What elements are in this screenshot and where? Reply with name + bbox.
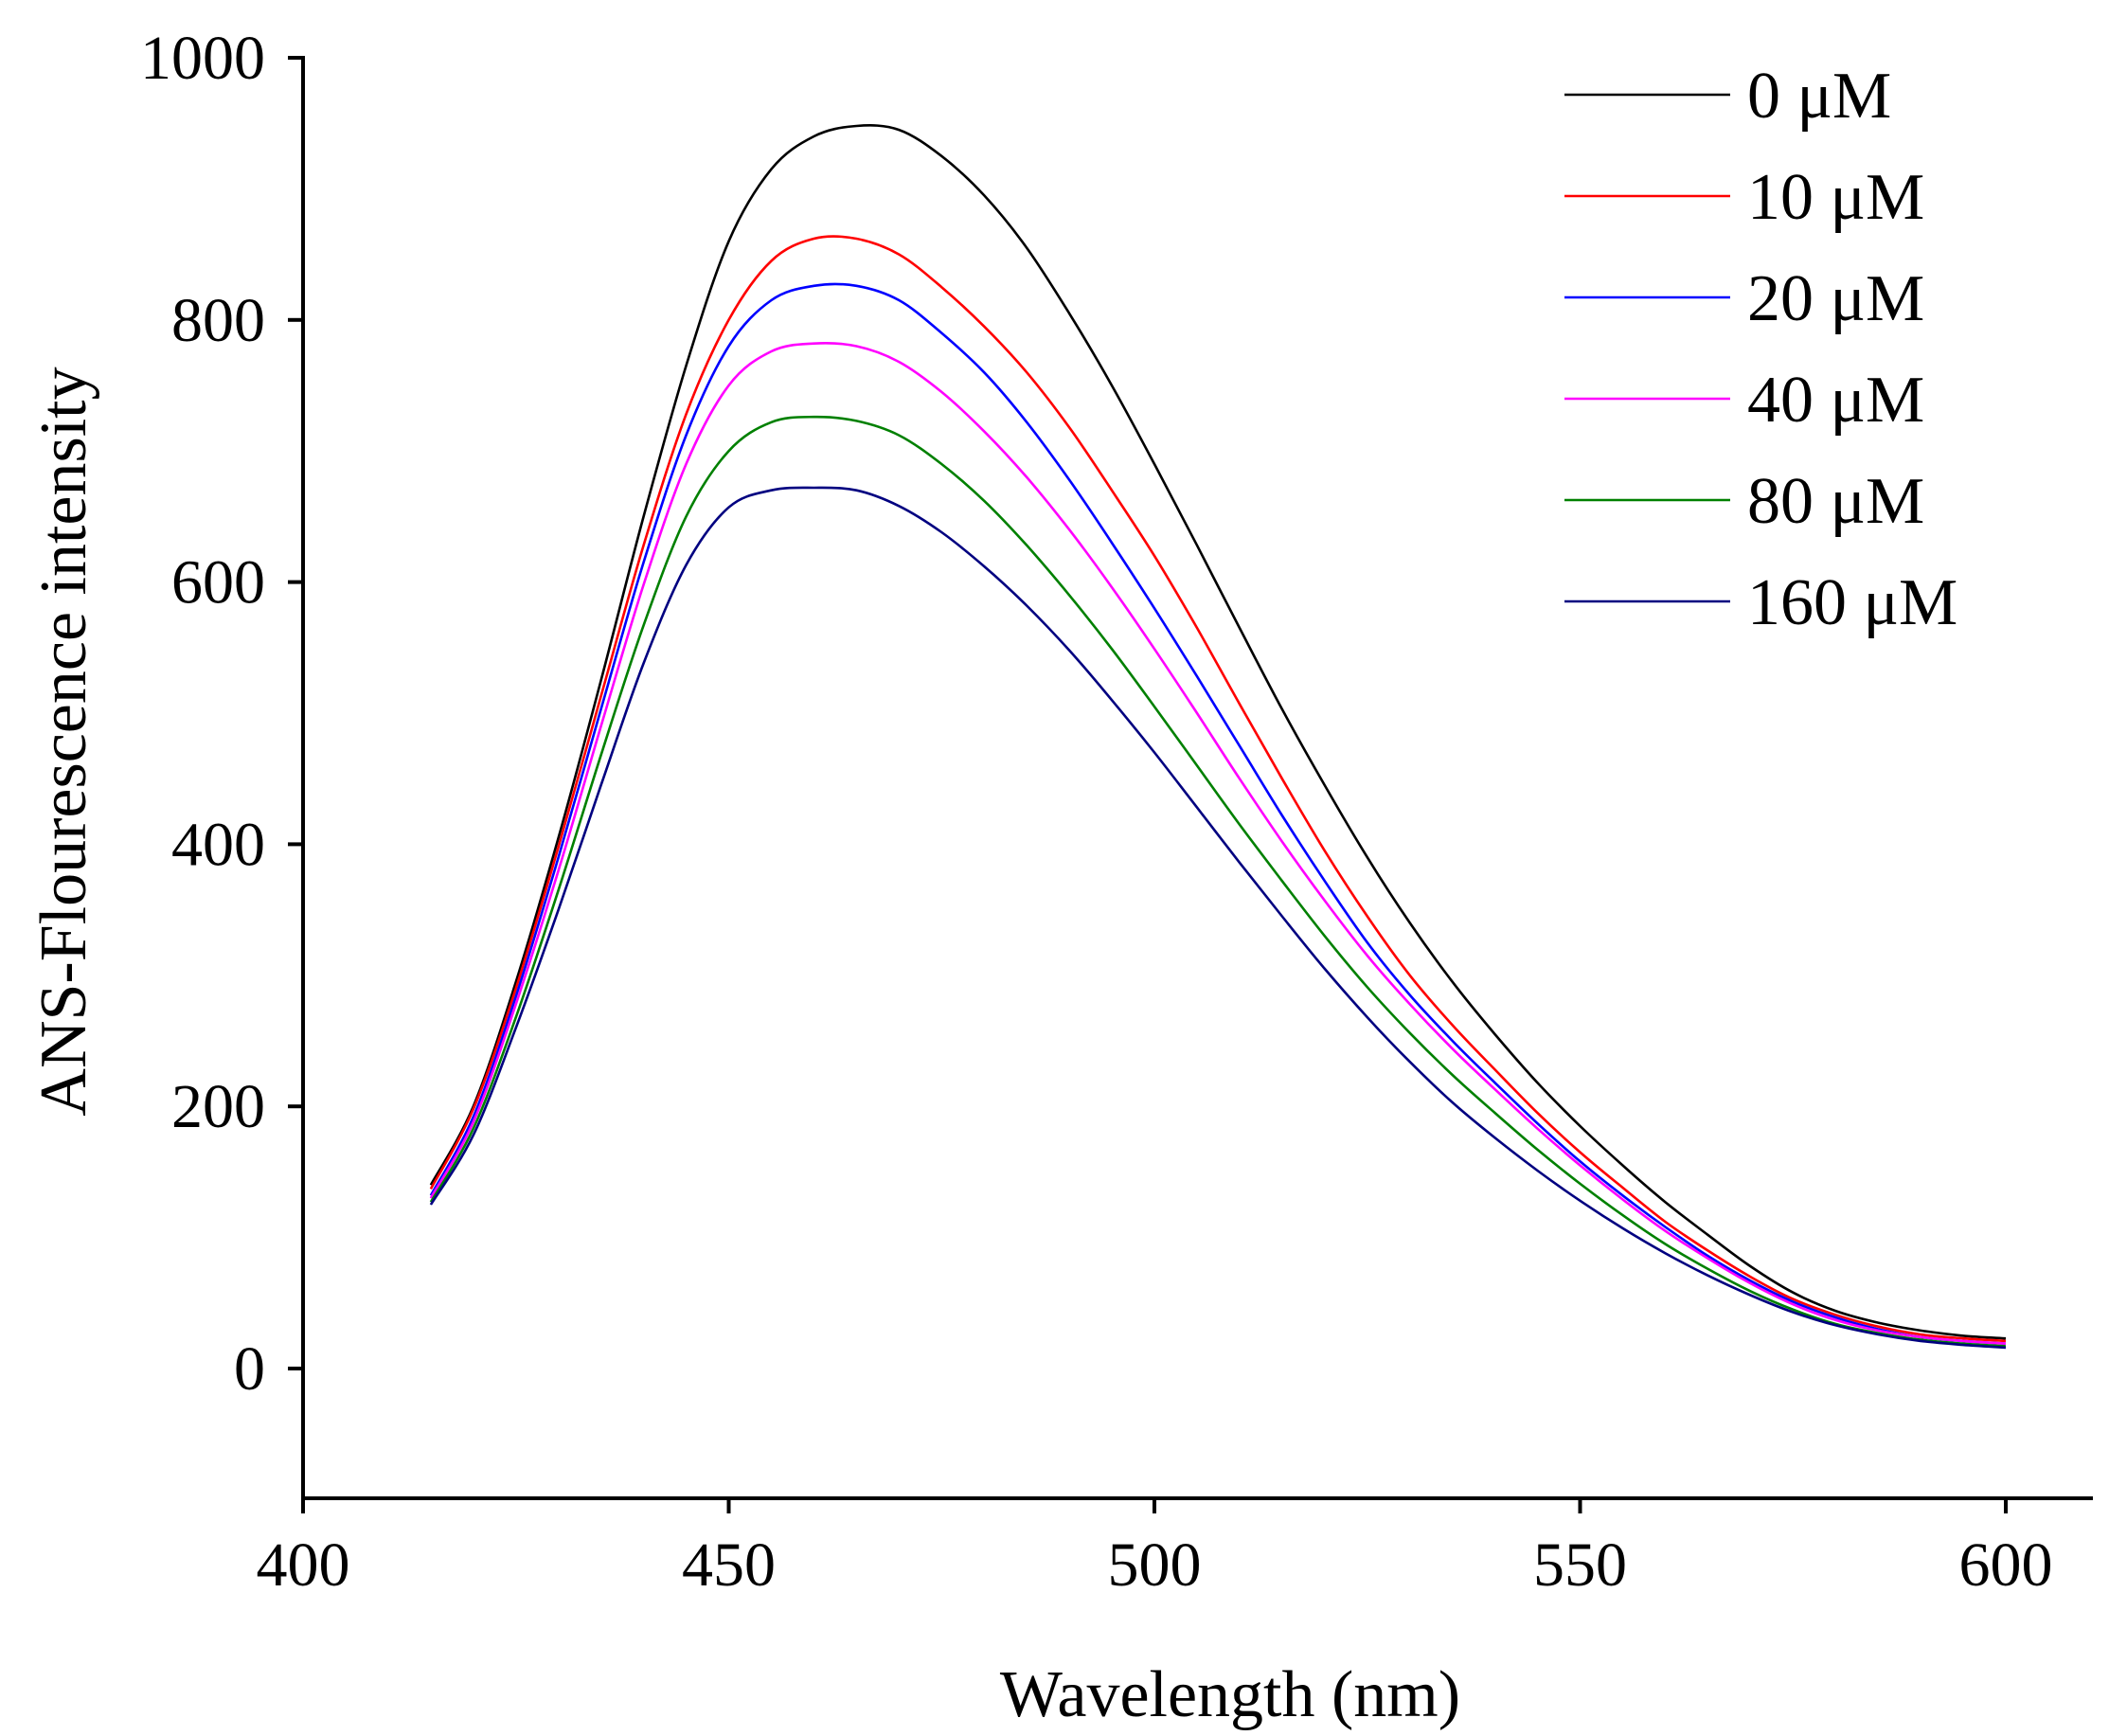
legend-label-2: 20 μM <box>1747 262 1924 335</box>
series-line-0 <box>429 124 2007 1340</box>
y-tick-label: 600 <box>171 548 265 617</box>
x-tick-label: 400 <box>257 1530 350 1600</box>
y-tick-label: 1000 <box>140 24 265 93</box>
x-axis-title: Wavelength (nm) <box>1000 1658 1460 1731</box>
legend-label-0: 0 μM <box>1747 60 1891 133</box>
legend-label-5: 160 μM <box>1747 566 1957 639</box>
x-tick-label: 500 <box>1108 1530 1202 1600</box>
legend-label-4: 80 μM <box>1747 465 1924 538</box>
series-line-2 <box>429 282 2007 1345</box>
y-tick-label: 800 <box>171 286 265 355</box>
plot-lines <box>429 124 2007 1350</box>
legend-label-1: 10 μM <box>1747 161 1924 234</box>
y-ticks: 0 200 400 600 800 1000 <box>140 24 303 1404</box>
series-line-4 <box>429 415 2007 1348</box>
series-line-1 <box>429 235 2007 1343</box>
y-axis-title: ANS-Flourescence intensity <box>27 367 100 1116</box>
y-tick-label: 0 <box>234 1334 265 1404</box>
legend-label-3: 40 μM <box>1747 364 1924 437</box>
x-ticks: 400 450 500 550 600 <box>257 1498 2053 1600</box>
legend: 0 μM 10 μM 20 μM 40 μM 80 μM 160 μM <box>1564 60 1957 639</box>
series-line-5 <box>429 486 2007 1350</box>
x-tick-label: 600 <box>1959 1530 2053 1600</box>
y-tick-label: 400 <box>171 810 265 879</box>
series-line-3 <box>429 342 2007 1345</box>
x-tick-label: 550 <box>1533 1530 1627 1600</box>
x-tick-label: 450 <box>682 1530 776 1600</box>
y-tick-label: 200 <box>171 1072 265 1141</box>
axes <box>301 56 2093 1500</box>
